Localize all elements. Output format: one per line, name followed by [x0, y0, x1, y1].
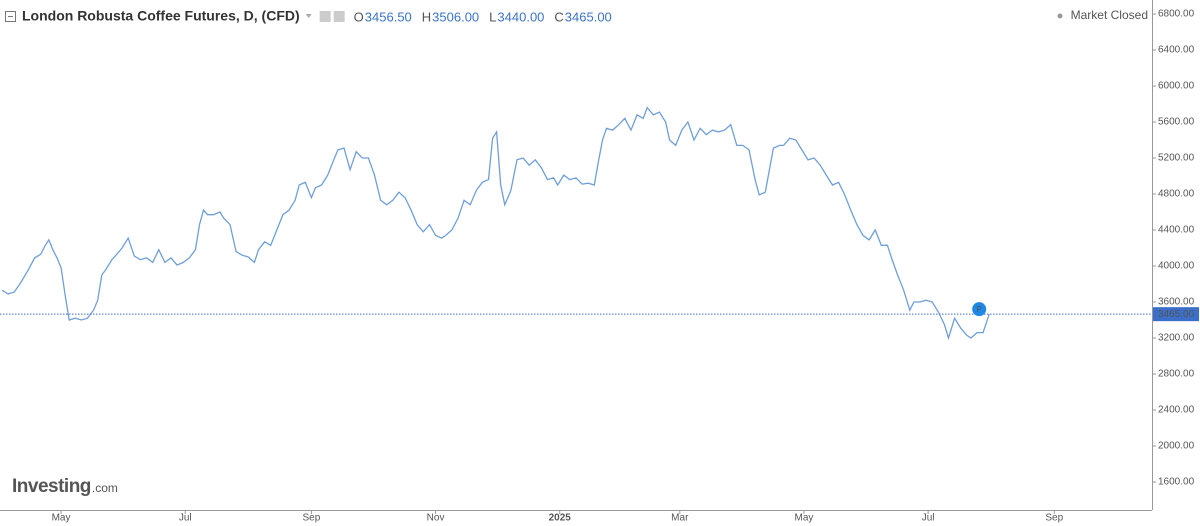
y-tick-label: 2000.00 [1158, 441, 1195, 452]
x-tick-label: May [795, 513, 814, 524]
x-tick-label: Jul [179, 513, 192, 524]
ohlc-value: 3440.00 [497, 9, 544, 24]
x-tick-label: Sep [303, 513, 321, 524]
last-price-label: 3465.00 [1158, 309, 1195, 320]
ohlc-label: H [422, 9, 431, 24]
y-tick-label: 4400.00 [1158, 225, 1195, 236]
marker-badge [972, 302, 987, 317]
ohlc-value: 3506.00 [432, 9, 479, 24]
y-tick-label: 3600.00 [1158, 297, 1195, 308]
ohlc-label: C [554, 9, 563, 24]
y-tick-label: 2800.00 [1158, 369, 1195, 380]
x-tick-label: May [52, 513, 71, 524]
status-dot [1057, 13, 1063, 19]
brand-suffix: .com [92, 481, 118, 495]
y-tick-label: 4800.00 [1158, 189, 1195, 200]
x-tick-label: Mar [671, 513, 689, 524]
y-tick-label: 1600.00 [1158, 477, 1195, 488]
y-tick-label: 5600.00 [1158, 117, 1195, 128]
settings-icon[interactable] [333, 11, 345, 22]
price-line [1, 106, 990, 341]
x-tick-label: Jul [922, 513, 935, 524]
x-tick-label: Sep [1045, 513, 1063, 524]
brand: Investing [12, 476, 91, 497]
collapse-icon[interactable] [5, 11, 16, 22]
x-tick-label: 2025 [549, 513, 572, 524]
y-tick-label: 6000.00 [1158, 81, 1195, 92]
settings-icon[interactable] [319, 11, 331, 22]
ohlc-label: O [354, 9, 364, 24]
y-tick-label: 4000.00 [1158, 261, 1195, 272]
ohlc-label: L [489, 9, 496, 24]
y-tick-label: 6800.00 [1158, 9, 1195, 20]
x-tick-label: Nov [427, 513, 445, 524]
y-tick-label: 5200.00 [1158, 153, 1195, 164]
y-tick-label: 3200.00 [1158, 333, 1195, 344]
y-tick-label: 2400.00 [1158, 405, 1195, 416]
ohlc-value: 3465.00 [565, 9, 612, 24]
marker-label: P [977, 305, 982, 314]
market-status: Market Closed [1071, 8, 1148, 22]
ohlc-value: 3456.50 [365, 9, 412, 24]
y-tick-label: 6400.00 [1158, 45, 1195, 56]
chart-title: London Robusta Coffee Futures, D, (CFD) [22, 8, 300, 24]
last-price-box [1153, 307, 1199, 322]
dropdown-arrow[interactable] [305, 14, 312, 18]
